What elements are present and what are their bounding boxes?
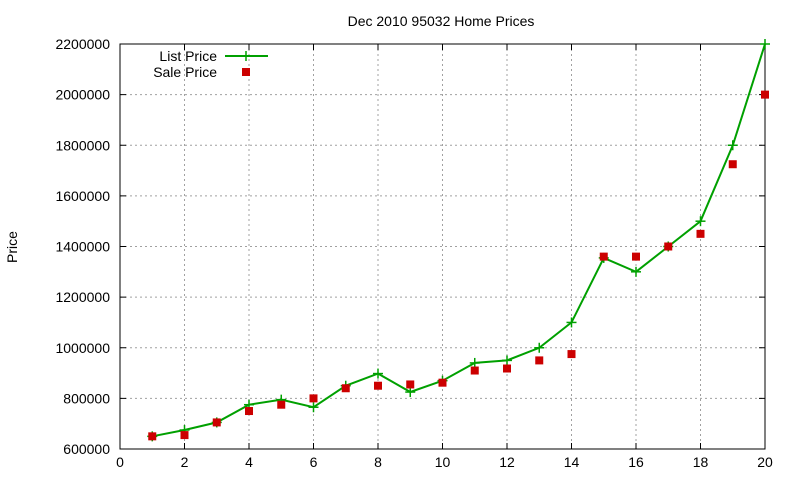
x-tick-label: 4 [245,454,253,470]
y-tick-label: 1000000 [55,340,110,356]
list-price-point [502,355,512,366]
sale-price-point [599,252,608,261]
y-tick-label: 2000000 [55,87,110,103]
sale-price-point [438,378,447,387]
x-tick-label: 8 [374,454,382,470]
y-tick-label: 2200000 [55,36,110,52]
y-tick-label: 1400000 [55,239,110,255]
list-price-point [760,39,770,49]
sale-price-point [277,400,286,409]
x-tick-label: 12 [499,454,515,470]
list-price-point [631,266,641,277]
sale-price-point [535,356,544,365]
x-tick-label: 0 [116,454,124,470]
sale-price-point [567,350,576,359]
list-price-point [373,368,383,379]
sale-price-point [148,432,157,441]
list-price-point [308,402,319,413]
list-price-line [152,43,766,438]
y-tick-label: 1600000 [55,188,110,204]
legend-entry-sale-price: Sale Price [153,64,250,80]
x-tick-label: 10 [435,454,451,470]
chart-title: Dec 2010 95032 Home Prices [348,13,535,29]
sale-price-point [696,229,705,238]
x-tick-label: 16 [628,454,644,470]
x-tick-label: 20 [757,454,773,470]
sale-price-point [374,381,382,390]
y-tick-label: 1800000 [55,137,110,153]
y-tick-label: 800000 [63,390,110,406]
sale-price-point [309,394,318,403]
sale-price-point [728,160,737,169]
list-price-point [695,216,706,227]
legend-label-list-price: List Price [159,48,217,64]
list-price-series [147,39,770,442]
sale-price-series [148,90,769,441]
x-tick-label: 14 [564,454,580,470]
legend-swatch-marker [241,51,251,61]
sale-price-point [341,384,350,393]
list-price-point [469,357,480,368]
sale-price-point [406,380,415,389]
y-tick-label: 600000 [63,441,110,457]
x-tick-label: 18 [693,454,709,470]
axis-ticks: 0 2 4 6 8 10 12 14 16 18 20 600000 800000 1000000 1200… [55,36,773,470]
sale-price-point [503,364,511,373]
sale-price-point [632,252,640,261]
list-price-point [566,317,577,328]
x-tick-label: 2 [181,454,189,470]
y-axis-label: Price [4,231,20,263]
sale-price-point [245,407,253,416]
legend-label-sale-price: Sale Price [153,64,217,80]
sale-price-point [180,431,189,440]
sale-price-point [212,418,221,427]
y-tick-label: 1200000 [55,289,110,305]
list-price-point [534,342,545,353]
sale-price-point [761,90,769,99]
data-series [147,39,770,442]
sale-price-point [664,242,673,251]
list-price-point [727,140,738,151]
list-price-point [405,387,416,398]
legend-swatch-marker [242,68,250,76]
x-tick-label: 6 [310,454,318,470]
legend-entry-list-price: List Price [159,48,268,64]
sale-price-point [470,366,479,375]
